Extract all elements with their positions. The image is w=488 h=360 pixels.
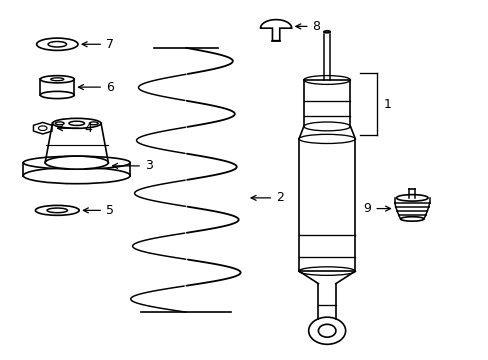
Ellipse shape bbox=[23, 167, 130, 184]
Ellipse shape bbox=[298, 134, 355, 144]
Ellipse shape bbox=[51, 78, 63, 81]
Ellipse shape bbox=[47, 208, 67, 213]
Ellipse shape bbox=[303, 76, 350, 84]
Ellipse shape bbox=[37, 38, 78, 50]
Ellipse shape bbox=[39, 126, 47, 131]
Text: 4: 4 bbox=[58, 122, 92, 135]
Ellipse shape bbox=[45, 156, 108, 169]
Ellipse shape bbox=[40, 76, 74, 83]
Ellipse shape bbox=[35, 206, 79, 215]
Text: 1: 1 bbox=[383, 98, 390, 111]
Text: 9: 9 bbox=[363, 202, 390, 215]
Ellipse shape bbox=[400, 217, 423, 221]
Text: 3: 3 bbox=[112, 159, 152, 172]
Text: 7: 7 bbox=[82, 38, 114, 51]
Ellipse shape bbox=[55, 122, 64, 125]
Ellipse shape bbox=[48, 41, 66, 47]
Text: 5: 5 bbox=[83, 204, 114, 217]
Ellipse shape bbox=[298, 267, 355, 275]
Ellipse shape bbox=[318, 324, 335, 337]
Ellipse shape bbox=[303, 122, 350, 131]
Ellipse shape bbox=[308, 317, 345, 344]
Ellipse shape bbox=[396, 195, 427, 201]
Ellipse shape bbox=[324, 31, 329, 33]
Ellipse shape bbox=[69, 121, 84, 125]
Ellipse shape bbox=[52, 118, 101, 128]
Ellipse shape bbox=[40, 91, 74, 99]
Ellipse shape bbox=[23, 156, 130, 169]
Polygon shape bbox=[260, 19, 291, 41]
Text: 8: 8 bbox=[295, 20, 320, 33]
Text: 2: 2 bbox=[251, 192, 284, 204]
Ellipse shape bbox=[89, 122, 98, 125]
Text: 6: 6 bbox=[79, 81, 114, 94]
